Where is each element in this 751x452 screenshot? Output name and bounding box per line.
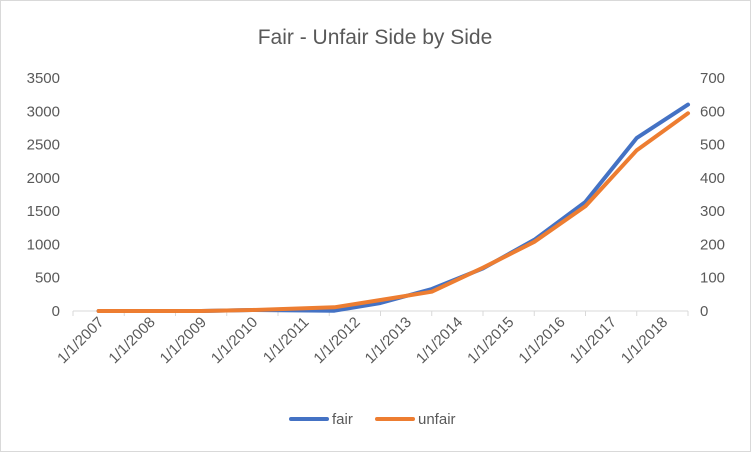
y-left-tick-label: 3000 <box>27 103 60 120</box>
x-tick-label: 1/1/2018 <box>618 314 671 367</box>
y-right-tick-label: 500 <box>700 137 725 154</box>
x-tick-label: 1/1/2008 <box>105 314 158 367</box>
x-tick-label: 1/1/2011 <box>260 314 313 367</box>
y-left-tick-label: 1500 <box>27 203 60 220</box>
x-tick-label: 1/1/2016 <box>515 314 568 367</box>
chart-title: Fair - Unfair Side by Side <box>258 26 493 49</box>
legend-label-fair: fair <box>332 411 353 428</box>
y-right-tick-label: 600 <box>700 103 725 120</box>
y-right-tick-label: 700 <box>700 70 725 87</box>
x-tick-label: 1/1/2017 <box>567 314 620 367</box>
x-tick-label: 1/1/2010 <box>208 314 261 367</box>
x-tick-label: 1/1/2013 <box>362 314 415 367</box>
legend: fair unfair <box>289 411 456 428</box>
x-axis-tick-labels: 1/1/20071/1/20081/1/20091/1/20101/1/2011… <box>54 314 671 367</box>
x-tick-label: 1/1/2014 <box>413 314 466 367</box>
series-line-fair <box>96 102 690 313</box>
y-left-tick-label: 1000 <box>27 236 60 253</box>
x-tick-label: 1/1/2009 <box>157 314 210 367</box>
y-left-tick-label: 2000 <box>27 170 60 187</box>
y-right-tick-label: 200 <box>700 236 725 253</box>
legend-label-unfair: unfair <box>418 411 456 428</box>
x-axis-ticks <box>72 311 689 316</box>
x-tick-label: 1/1/2007 <box>54 314 107 367</box>
y-left-tick-label: 500 <box>35 270 60 287</box>
y-right-tick-label: 300 <box>700 203 725 220</box>
y-left-tick-label: 0 <box>52 303 60 320</box>
y-axis-right-ticks: 0 100 200 300 400 500 600 700 <box>700 70 725 320</box>
x-tick-label: 1/1/2012 <box>310 314 363 367</box>
series-line-unfair <box>96 111 690 313</box>
y-left-tick-label: 3500 <box>27 70 60 87</box>
y-right-tick-label: 100 <box>700 270 725 287</box>
y-right-tick-label: 400 <box>700 170 725 187</box>
x-tick-label: 1/1/2015 <box>464 314 517 367</box>
y-axis-left-ticks: 0 500 1000 1500 2000 2500 3000 3500 <box>27 70 60 320</box>
series-lines <box>96 102 690 313</box>
y-left-tick-label: 2500 <box>27 137 60 154</box>
y-right-tick-label: 0 <box>700 303 708 320</box>
